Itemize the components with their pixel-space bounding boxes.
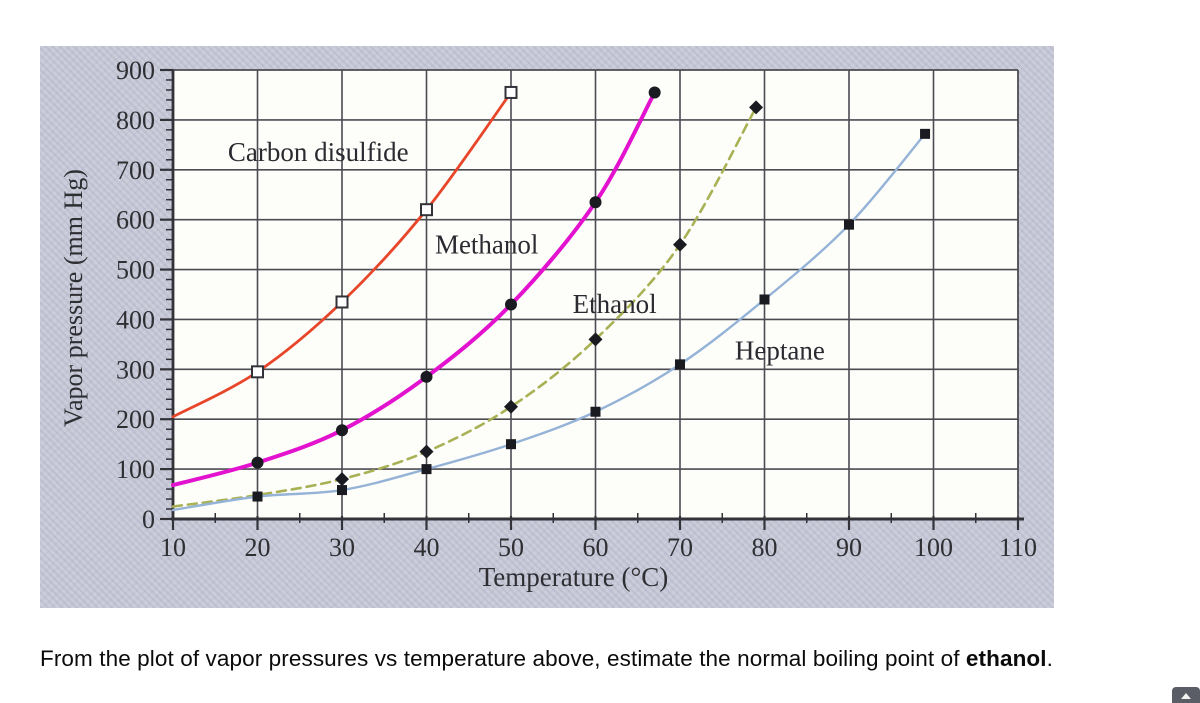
chart-canvas: 0 100 200 300 400 500 600 700 800 900 10 20 30 40 50 60… (59, 56, 1037, 592)
y-axis-title: Vapor pressure (mm Hg) (59, 169, 88, 427)
marker-carbon-disulfide (420, 203, 433, 217)
marker-heptane (675, 359, 685, 370)
chart-axes (171, 69, 1024, 521)
x-tick-label: 100 (914, 533, 953, 562)
y-tick-label: 500 (116, 256, 155, 285)
x-tick-label: 90 (836, 533, 862, 562)
y-tick-label: 200 (116, 405, 155, 434)
x-axis-title: Temperature (°C) (479, 562, 669, 592)
marker-heptane (590, 406, 601, 417)
marker-carbon-disulfide (335, 295, 349, 309)
question-prefix: From the plot of vapor pressures vs temp… (40, 646, 966, 671)
series-label-ethanol: Ethanol (573, 289, 657, 319)
marker-ethanol (504, 399, 518, 414)
overlay-corner-button[interactable] (1172, 687, 1200, 703)
y-tick-label: 300 (116, 355, 155, 384)
x-tick-label: 30 (329, 533, 355, 562)
marker-heptane (252, 491, 263, 502)
x-tick-label: 50 (498, 533, 524, 562)
marker-ethanol (749, 100, 764, 115)
marker-carbon-disulfide (504, 85, 518, 99)
x-tick-label: 110 (999, 533, 1037, 562)
marker-heptane (506, 439, 516, 450)
series-heptane: Heptane (171, 128, 931, 512)
marker-methanol (589, 196, 602, 209)
x-tick-label: 40 (414, 533, 440, 562)
series-line-carbon-disulfide (171, 91, 513, 419)
question-text: From the plot of vapor pressures vs temp… (40, 644, 1180, 673)
y-tick-label: 600 (116, 206, 155, 235)
series-methanol: Methanol (171, 86, 661, 488)
y-tick-label: 800 (116, 106, 155, 135)
y-tick-label: 0 (142, 505, 155, 534)
y-tick-label: 900 (116, 56, 155, 85)
series-carbon-disulfide: Carbon disulfide (171, 85, 518, 419)
x-tick-label: 70 (667, 533, 693, 562)
series-label-carbon-disulfide: Carbon disulfide (228, 137, 409, 167)
x-tick-label: 10 (160, 533, 186, 562)
marker-methanol (336, 424, 348, 437)
marker-methanol (648, 86, 661, 99)
corner-button-icon (1181, 693, 1191, 699)
marker-ethanol (673, 237, 687, 252)
series-line-heptane (171, 132, 927, 512)
marker-methanol (420, 370, 433, 383)
series-ethanol: Ethanol (171, 100, 764, 508)
x-tick-label: 80 (752, 533, 778, 562)
marker-methanol (251, 456, 264, 469)
question-bold-word: ethanol (965, 646, 1047, 671)
series-label-heptane: Heptane (735, 335, 825, 365)
marker-heptane (920, 128, 931, 139)
marker-heptane (337, 485, 347, 496)
marker-heptane (421, 464, 432, 475)
marker-heptane (844, 219, 854, 230)
x-tick-label: 20 (245, 533, 271, 562)
marker-ethanol (335, 472, 349, 487)
y-tick-label: 700 (116, 156, 155, 185)
x-tick-label: 60 (583, 533, 609, 562)
major-ticks: 0 100 200 300 400 500 600 700 800 900 10 20 30 40 50 60… (116, 56, 1037, 562)
y-tick-label: 100 (116, 455, 155, 484)
question-suffix: . (1046, 646, 1053, 671)
y-tick-label: 400 (116, 305, 155, 334)
marker-heptane (759, 294, 770, 305)
marker-carbon-disulfide (251, 365, 264, 379)
marker-ethanol (588, 332, 603, 347)
series-label-methanol: Methanol (435, 230, 538, 260)
marker-methanol (505, 298, 517, 311)
marker-ethanol (419, 444, 434, 459)
vapor-pressure-chart-panel: 0 100 200 300 400 500 600 700 800 900 10 20 30 40 50 60… (40, 46, 1054, 608)
